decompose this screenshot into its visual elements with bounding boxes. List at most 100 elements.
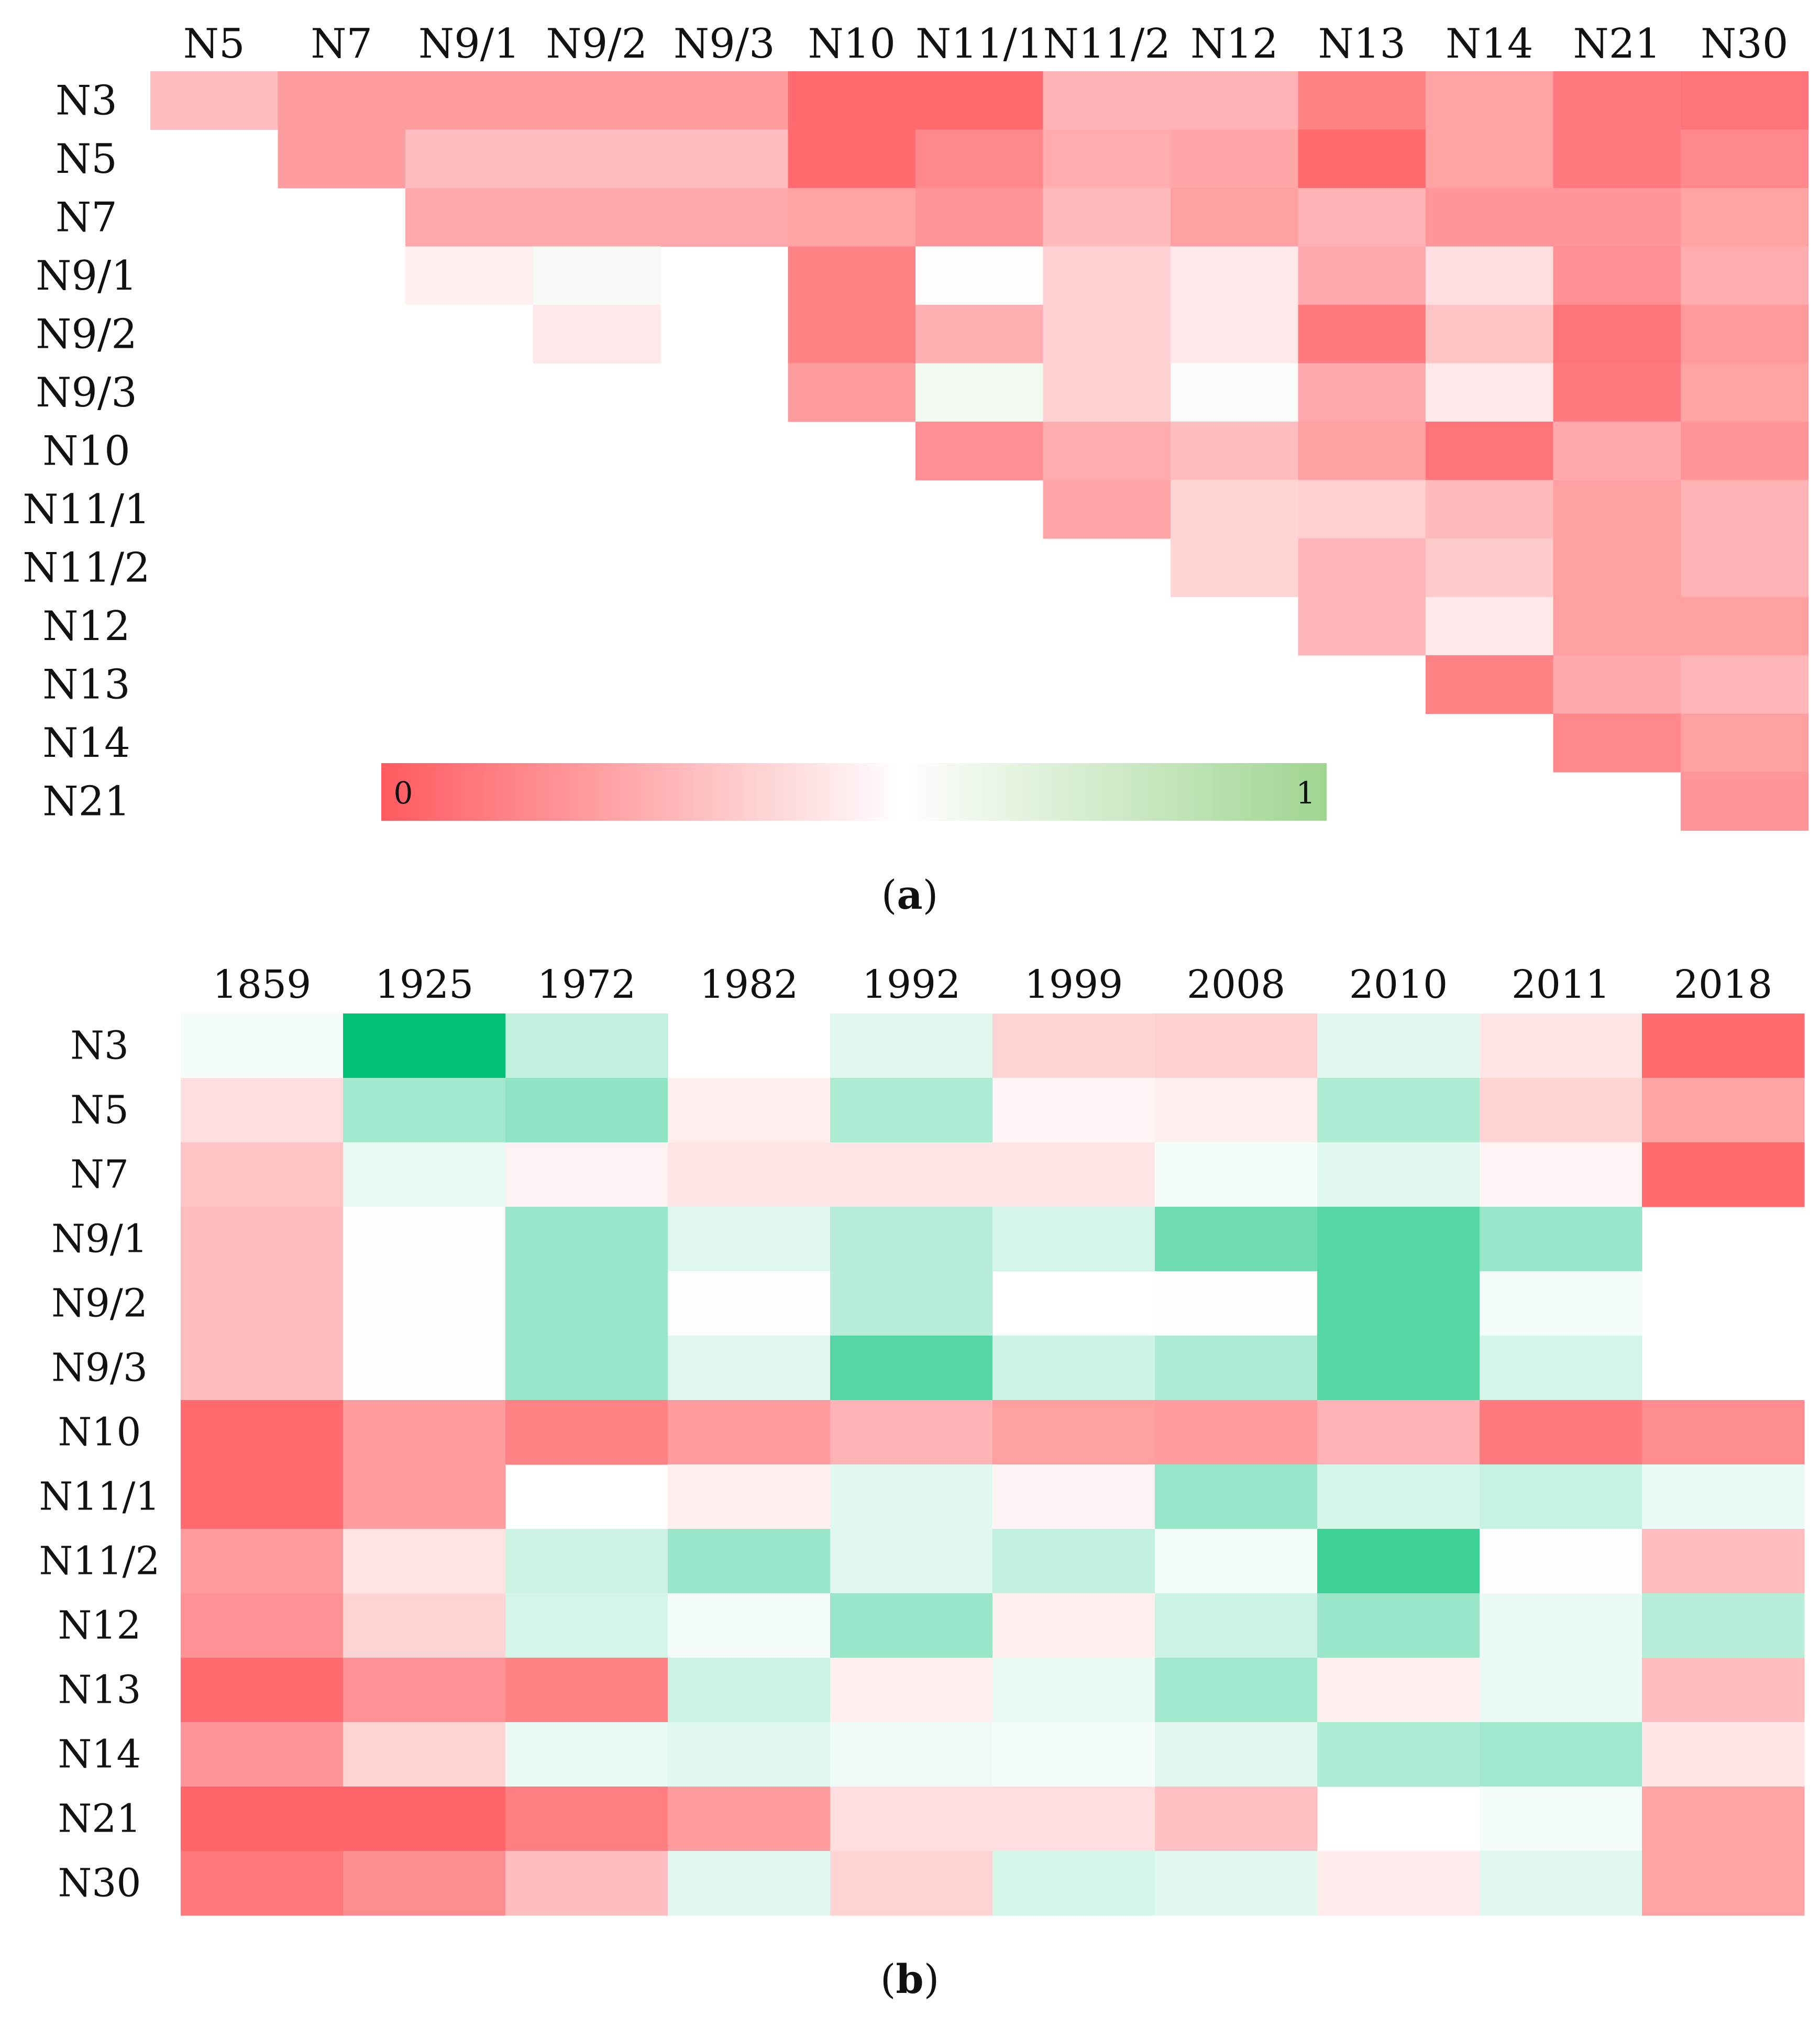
heatmap-cell-n30-2008 [1155,1851,1318,1916]
heatmap-cell-n14-1859 [181,1722,344,1787]
heatmap-cell-n9-1-n13 [1298,246,1426,305]
heatmap-cell-n21-1982 [668,1787,831,1851]
heatmap-cell-n9-1-1925 [343,1207,506,1272]
heatmap-cell-n11-2-1859 [181,1529,344,1594]
heatmap-a-column-labels: N5 N7 N9/1 N9/2 N9/3 N10 N11/1 N11/2 N12 N13 N14 N2… [183,20,1789,68]
heatmap-cell-n7-n11-1 [915,188,1044,247]
heatmap-cell-n14-1982 [668,1722,831,1787]
row-label-n5: N5 [56,136,117,183]
heatmap-cell-n7-n21 [1553,188,1681,247]
heatmap-cell-n9-2-1992 [830,1271,993,1336]
row-label-n9-1: N9/1 [51,1217,148,1262]
heatmap-cell-n11-2-n13 [1298,538,1426,598]
heatmap-cell-n5-n13 [1298,129,1426,189]
heatmap-cell-n9-1-n11-2 [1043,246,1171,305]
heatmap-cell-n9-2-2008 [1155,1271,1318,1336]
column-label-2010: 2010 [1349,962,1448,1007]
heatmap-cell-n12-1992 [830,1593,993,1658]
heatmap-cell-n21-1859 [181,1787,344,1851]
row-label-n9-3: N9/3 [51,1346,148,1391]
column-label-n9-1: N9/1 [418,20,520,68]
heatmap-cell-n9-2-1972 [505,1271,668,1336]
heatmap-cell-n7-1992 [830,1142,993,1207]
heatmap-cell-n3-1992 [830,1013,993,1078]
heatmap-cell-n9-3-n10 [788,363,916,422]
heatmap-cell-n9-2-n12 [1171,305,1299,364]
heatmap-cell-n11-1-1992 [830,1464,993,1529]
heatmap-cell-n9-2-n10 [788,305,916,364]
heatmap-cell-n7-2008 [1155,1142,1318,1207]
heatmap-cell-n11-1-n13 [1298,480,1426,539]
heatmap-b-row-labels: N3 N5 N7 N9/1 N9/2 N9/3 N10 N11/1 N11/2 N12 N13 N14… [39,1023,160,1906]
heatmap-cell-n9-1-n14 [1426,246,1554,305]
heatmap-cell-n13-n21 [1553,655,1681,714]
heatmap-cell-n9-1-n11-1 [915,246,1044,305]
heatmap-cell-n9-3-n11-2 [1043,363,1171,422]
heatmap-cell-n3-n11-2 [1043,71,1171,130]
heatmap-cell-n9-1-1999 [992,1207,1155,1272]
heatmap-cell-n7-2018 [1642,1142,1805,1207]
heatmap-cell-n12-2008 [1155,1593,1318,1658]
heatmap-cell-n14-1992 [830,1722,993,1787]
heatmap-cell-n5-1999 [992,1078,1155,1143]
heatmap-cell-n21-1925 [343,1787,506,1851]
heatmap-cell-n21-n30 [1681,772,1809,831]
heatmap-cell-n11-2-1925 [343,1529,506,1594]
heatmap-cell-n13-2008 [1155,1658,1318,1723]
heatmap-panel-a: N5 N7 N9/1 N9/2 N9/3 N10 N11/1 N11/2 N12 N13 N14 N2… [23,20,1809,918]
row-label-n9-2: N9/2 [51,1281,148,1326]
heatmap-cell-n11-2-1972 [505,1529,668,1594]
row-label-n21: N21 [42,778,130,825]
heatmap-cell-n7-1982 [668,1142,831,1207]
heatmap-cell-n7-n9-2 [533,188,661,247]
heatmap-cell-n30-1992 [830,1851,993,1916]
heatmap-cell-n14-n21 [1553,713,1681,773]
heatmap-cell-n5-1972 [505,1078,668,1143]
column-label-1982: 1982 [700,962,798,1007]
heatmap-cell-n14-2011 [1480,1722,1642,1787]
heatmap-cell-n9-3-n30 [1681,363,1809,422]
heatmap-cell-n11-2-1982 [668,1529,831,1594]
row-label-n10: N10 [42,427,130,475]
heatmap-cell-n5-2010 [1317,1078,1480,1143]
heatmap-cell-n13-1982 [668,1658,831,1723]
heatmap-cell-n21-1992 [830,1787,993,1851]
heatmap-cell-n9-1-2010 [1317,1207,1480,1272]
heatmap-cell-n10-n12 [1171,422,1299,481]
heatmap-cell-n9-3-1972 [505,1336,668,1401]
heatmap-cell-n5-n12 [1171,129,1299,189]
row-label-n30: N30 [58,1861,141,1906]
heatmap-cell-n12-n14 [1426,597,1554,656]
heatmap-cell-n11-2-n30 [1681,538,1809,598]
heatmap-cell-n14-2010 [1317,1722,1480,1787]
heatmap-cell-n5-2018 [1642,1078,1805,1143]
heatmap-cell-n11-2-1999 [992,1529,1155,1594]
row-label-n10: N10 [58,1410,141,1455]
heatmap-cell-n3-2018 [1642,1013,1805,1078]
row-label-n14: N14 [58,1732,141,1777]
heatmap-cell-n9-3-1999 [992,1336,1155,1401]
column-label-2011: 2011 [1512,962,1610,1007]
heatmap-cell-n10-2018 [1642,1400,1805,1465]
heatmap-cell-n30-1972 [505,1851,668,1916]
heatmap-cell-n30-2011 [1480,1851,1642,1916]
row-label-n11-1: N11/1 [39,1474,160,1519]
heatmap-cell-n5-2011 [1480,1078,1642,1143]
heatmap-cell-n11-2-2011 [1480,1529,1642,1594]
column-label-n30: N30 [1701,20,1789,68]
column-label-n11-2: N11/2 [1043,20,1171,68]
row-label-n13: N13 [58,1668,141,1713]
heatmap-cell-n11-2-n12 [1171,538,1299,598]
heatmap-cell-n9-3-2008 [1155,1336,1318,1401]
heatmap-cell-n3-n12 [1171,71,1299,130]
heatmap-cell-n14-1999 [992,1722,1155,1787]
heatmap-cell-n30-1982 [668,1851,831,1916]
row-label-n14: N14 [42,720,130,767]
heatmap-cell-n30-1925 [343,1851,506,1916]
heatmap-cell-n7-2010 [1317,1142,1480,1207]
column-label-1859: 1859 [213,962,311,1007]
row-label-n13: N13 [42,661,130,708]
heatmap-cell-n9-2-1925 [343,1271,506,1336]
heatmap-cell-n7-1999 [992,1142,1155,1207]
